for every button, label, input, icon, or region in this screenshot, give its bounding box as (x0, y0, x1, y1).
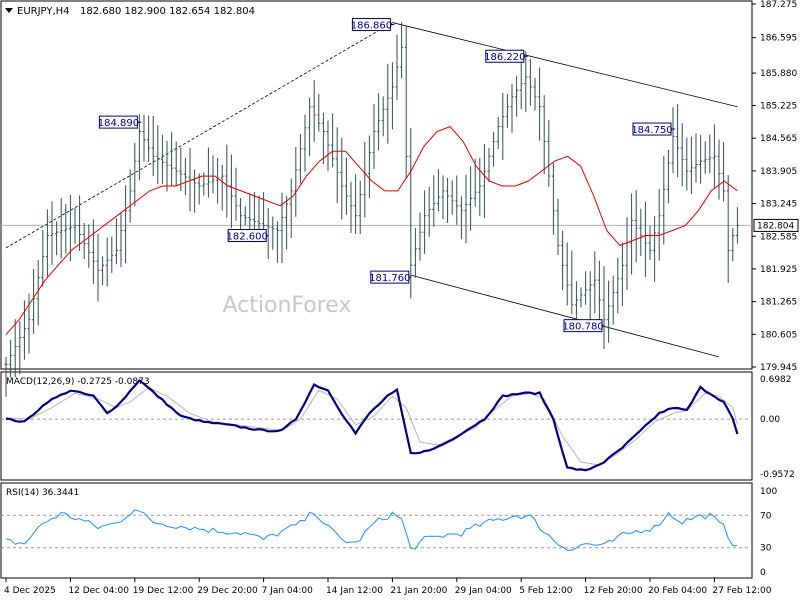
price-tick-label: 179.945 (760, 363, 797, 373)
annotation-box (563, 319, 603, 333)
rsi-axis: 100 70 30 0 (760, 487, 777, 578)
trendline (5, 22, 393, 249)
price-tick-label: 182.585 (760, 232, 797, 242)
time-tick-label: 29 Dec 20:00 (197, 586, 258, 596)
rsi-tick-label: 30 (760, 544, 772, 554)
price-tick-label: 181.925 (760, 265, 797, 275)
annotation-box (227, 229, 267, 243)
time-tick-label: 21 Jan 20:00 (390, 586, 447, 596)
rsi-levels (1, 514, 752, 549)
time-tick-label: 20 Feb 04:00 (648, 586, 707, 596)
price-panel (0, 0, 753, 370)
collapse-triangle-icon (5, 8, 13, 13)
annotation-box (632, 122, 672, 136)
rsi-title: RSI(14) 36.3441 (6, 488, 79, 498)
annotation-label: 182.600 (227, 232, 268, 243)
price-tick-label: 185.225 (760, 102, 797, 112)
trendlines (5, 22, 738, 358)
trendline (410, 274, 720, 358)
time-tick-label: 27 Feb 12:00 (712, 586, 771, 596)
rsi-tick-label: 100 (760, 487, 777, 497)
watermark: ActionForex (223, 293, 352, 318)
rsi-tick-label: 70 (760, 511, 772, 521)
price-tick-label: 180.605 (760, 330, 797, 340)
price-annotations: 186.860 184.890 182.600 181.760 186.220 180.7… (98, 18, 675, 333)
price-tick-label: 183.245 (760, 200, 797, 210)
macd-signal-line (5, 386, 738, 466)
macd-tick-label: 0.6982 (760, 375, 792, 385)
moving-average-line (5, 126, 738, 335)
price-tick-label: 184.565 (760, 134, 797, 144)
current-price-tag: 182.804 (753, 218, 799, 232)
annotation-label: 184.890 (98, 118, 139, 129)
time-tick-label: 7 Jan 04:00 (262, 586, 314, 596)
current-price-label: 182.804 (757, 221, 794, 231)
time-tick-label: 5 Feb 12:00 (519, 586, 573, 596)
annotation-label: 184.750 (631, 125, 672, 136)
price-tick-label: 181.265 (760, 298, 797, 308)
annotation-label: 181.760 (369, 273, 410, 284)
time-tick-label: 12 Feb 20:00 (584, 586, 643, 596)
symbol-title: EURJPY,H4 (17, 6, 70, 17)
time-tick-label: 14 Jan 12:00 (326, 586, 383, 596)
candles (4, 22, 739, 397)
ohlc-values: 182.680 182.900 182.654 182.804 (80, 6, 255, 17)
rsi-line (5, 509, 738, 551)
macd-panel (0, 371, 753, 481)
time-tick-label: 12 Dec 04:00 (68, 586, 129, 596)
macd-tick-label: 0.00 (760, 415, 780, 425)
annotation-label: 180.780 (562, 322, 603, 333)
annotation-box (351, 18, 391, 32)
time-axis: 4 Dec 2025 12 Dec 04:00 19 Dec 12:00 29 Dec… (4, 578, 772, 596)
price-tick-label: 186.595 (760, 34, 797, 44)
annotation-box (485, 49, 525, 63)
annotation-label: 186.860 (351, 21, 392, 32)
annotation-box (370, 270, 410, 284)
price-tick-label: 183.905 (760, 167, 797, 177)
price-tick-label: 185.880 (760, 69, 797, 79)
price-axis: 187.275 186.595 185.880 185.225 184.565 183.9… (752, 0, 797, 373)
symbol-header: EURJPY,H4 182.680 182.900 182.654 182.80… (5, 6, 255, 17)
macd-tick-label: -0.9572 (760, 470, 795, 480)
annotation-box (98, 115, 138, 129)
trendline (392, 22, 738, 108)
price-tick-label: 187.275 (760, 0, 797, 10)
macd-main-line (5, 379, 739, 472)
time-tick-label: 19 Dec 12:00 (133, 586, 194, 596)
rsi-panel (0, 482, 753, 579)
macd-axis: 0.6982 0.00 -0.9572 (760, 375, 795, 480)
time-tick-label: 29 Jan 04:00 (455, 586, 512, 596)
rsi-tick-label: 0 (760, 568, 766, 578)
annotation-label: 186.220 (484, 52, 525, 63)
time-tick-label: 4 Dec 2025 (4, 586, 56, 596)
macd-title: MACD(12,26,9) -0.2725 -0.0873 (6, 377, 150, 387)
